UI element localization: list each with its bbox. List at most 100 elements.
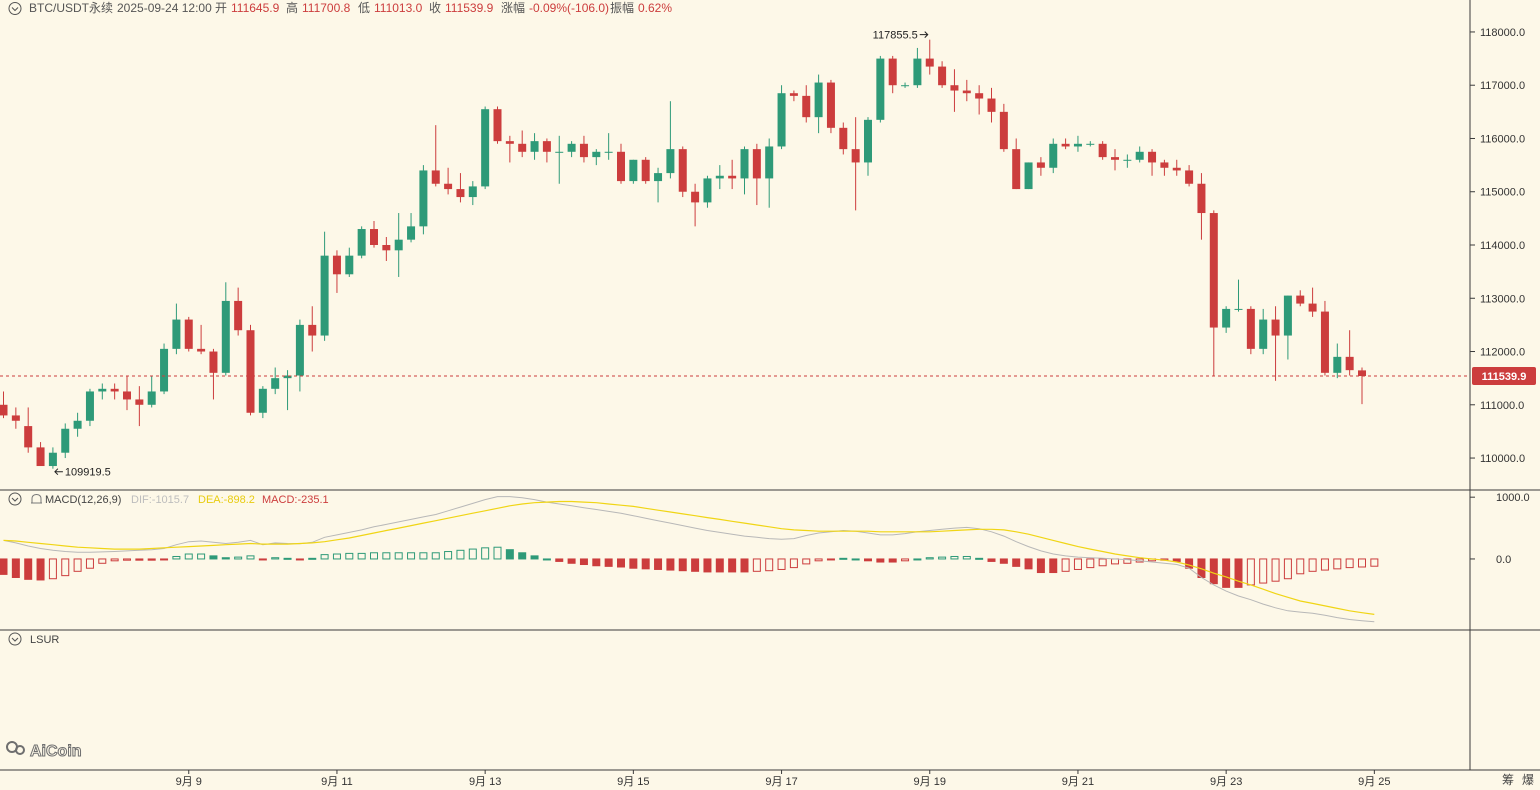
candle-body bbox=[320, 255, 329, 336]
macd-tick-label: 1000.0 bbox=[1496, 492, 1530, 504]
bell-icon[interactable] bbox=[31, 493, 42, 504]
candle bbox=[1320, 300, 1329, 376]
macd-bar bbox=[135, 558, 144, 561]
candle bbox=[641, 157, 650, 184]
y-tick-label: 115000.0 bbox=[1480, 187, 1525, 199]
candle bbox=[357, 226, 366, 259]
candle bbox=[1111, 149, 1119, 171]
candle-body bbox=[184, 319, 193, 349]
macd-tick-label: 0.0 bbox=[1496, 554, 1511, 566]
candle-body bbox=[1098, 143, 1107, 158]
candle bbox=[901, 82, 910, 88]
high-value: 111700.8 bbox=[302, 1, 351, 15]
arrow-left-icon bbox=[54, 468, 63, 476]
candle bbox=[1024, 162, 1033, 190]
macd-collapse-toggle[interactable] bbox=[8, 492, 22, 506]
y-tick-label: 116000.0 bbox=[1480, 133, 1525, 145]
candle-body bbox=[85, 391, 94, 421]
candle bbox=[73, 412, 82, 437]
lsur-header: LSUR bbox=[8, 632, 59, 646]
candle-body bbox=[1209, 213, 1218, 328]
macd-bar bbox=[456, 549, 465, 560]
candle bbox=[876, 55, 885, 123]
candle-body bbox=[493, 109, 502, 142]
macd-bar bbox=[1222, 558, 1231, 588]
candle-body bbox=[678, 149, 687, 192]
candle-body bbox=[73, 420, 82, 429]
candle bbox=[85, 388, 94, 427]
macd-bar bbox=[1012, 558, 1021, 567]
collapse-toggle[interactable] bbox=[8, 2, 22, 15]
candle-body bbox=[1271, 319, 1280, 336]
macd-bar bbox=[1234, 558, 1243, 588]
candle-body bbox=[1111, 157, 1119, 160]
time-axis: 9月 9 9月 11 9月 13 9月 15 9月 17 9月 19 9月 21 9月 23 9… bbox=[176, 770, 1391, 788]
candle bbox=[913, 47, 922, 88]
low-label: 低 bbox=[358, 1, 370, 15]
candle bbox=[1098, 141, 1107, 160]
macd-bar bbox=[629, 558, 638, 569]
macd-header: MACD(12,26,9) DIF:-1015.7 DEA:-898.2 MAC… bbox=[8, 492, 329, 506]
candle-body bbox=[999, 111, 1008, 150]
candle-body bbox=[332, 255, 341, 275]
last-price-label: 111539.9 bbox=[1482, 371, 1527, 383]
candle-body bbox=[1185, 170, 1194, 184]
candle bbox=[567, 141, 576, 158]
macd-bar bbox=[1086, 558, 1095, 569]
candle-body bbox=[36, 447, 45, 467]
macd-bar bbox=[123, 558, 131, 561]
arrow-right-icon bbox=[919, 31, 929, 39]
candle bbox=[209, 348, 218, 400]
candle-body bbox=[357, 229, 366, 256]
dif-value: DIF:-1015.7 bbox=[131, 494, 189, 506]
candle-body bbox=[987, 98, 996, 112]
candle bbox=[1172, 159, 1181, 176]
chip-distribution-button[interactable]: 筹 bbox=[1502, 773, 1514, 787]
macd-bar bbox=[691, 558, 700, 572]
svg-text:BTC/USDT永续 2025-09-24 12: BTC/USDT永续 2025-09-24 12:00 开 111645.9 高… bbox=[29, 0, 672, 15]
candle-body bbox=[617, 151, 625, 182]
macd-bar bbox=[36, 558, 45, 581]
candle bbox=[419, 165, 428, 235]
chevron-down-icon bbox=[8, 492, 22, 506]
candle bbox=[678, 146, 687, 198]
candle bbox=[1185, 165, 1194, 187]
candle-body bbox=[975, 93, 984, 99]
candle bbox=[11, 407, 20, 429]
chevron-down-icon bbox=[8, 2, 22, 15]
candle-body bbox=[1358, 370, 1366, 377]
candle bbox=[1308, 287, 1317, 317]
liquidation-button[interactable]: 爆 bbox=[1522, 773, 1534, 787]
macd-bar bbox=[518, 552, 527, 560]
lsur-collapse-toggle[interactable] bbox=[8, 632, 22, 646]
candle-body bbox=[1320, 311, 1329, 373]
candle-body bbox=[1333, 356, 1342, 373]
candle bbox=[962, 79, 971, 102]
candle-body bbox=[1197, 183, 1206, 214]
macd-bar bbox=[740, 558, 749, 573]
macd-bar bbox=[715, 558, 724, 573]
x-tick-label: 9月 15 bbox=[617, 776, 649, 788]
macd-bar bbox=[481, 547, 490, 560]
candle-body bbox=[1086, 143, 1095, 145]
candle bbox=[1061, 138, 1070, 150]
candle bbox=[505, 135, 514, 163]
macd-bar bbox=[864, 558, 872, 562]
macd-bar bbox=[542, 558, 551, 561]
candle-body bbox=[802, 95, 811, 118]
candle bbox=[1358, 367, 1366, 405]
macd-bar bbox=[197, 553, 206, 560]
candle bbox=[1123, 154, 1132, 168]
candle-body bbox=[283, 375, 292, 379]
dif-line bbox=[3, 496, 1375, 623]
candle bbox=[789, 90, 798, 102]
candle bbox=[703, 175, 712, 208]
candle bbox=[765, 138, 774, 208]
amplitude-value: 0.62% bbox=[638, 1, 672, 15]
layout-lines bbox=[0, 0, 1540, 771]
x-tick-label: 9月 23 bbox=[1210, 776, 1242, 788]
candle-body bbox=[147, 391, 156, 405]
macd-bar bbox=[1283, 558, 1292, 580]
candle-body bbox=[864, 119, 872, 163]
candle bbox=[283, 370, 292, 411]
